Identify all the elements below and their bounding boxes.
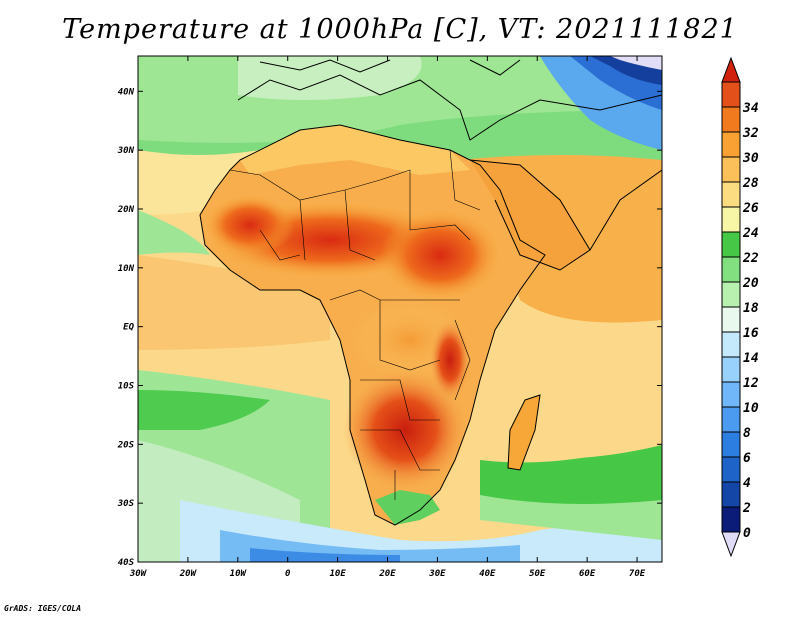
lon-tick-label: 0 <box>285 569 291 579</box>
colorbar-segment <box>721 256 741 283</box>
colorbar-segment <box>721 431 741 458</box>
lon-tick-label: 20W <box>179 569 198 579</box>
colorbar-upper-arrow <box>721 56 741 83</box>
lon-tick-label: 30E <box>428 569 446 579</box>
lat-tick-label: 10S <box>118 381 135 391</box>
colorbar-label: 26 <box>742 201 759 216</box>
lon-tick-label: 60E <box>579 569 596 579</box>
colorbar-label: 10 <box>743 401 759 416</box>
axis-ticks <box>137 56 662 563</box>
colorbar-label: 14 <box>743 351 759 366</box>
colorbar-label: 28 <box>742 176 759 191</box>
colorbar-label: 4 <box>743 476 751 491</box>
colorbar-label: 22 <box>742 251 759 266</box>
colorbar-segment <box>721 81 741 108</box>
colorbar-label: 6 <box>743 451 751 466</box>
colorbar-segment <box>721 181 741 208</box>
grads-credit: GrADS: IGES/COLA <box>4 604 82 613</box>
colorbar <box>721 56 741 558</box>
colorbar-segment <box>721 456 741 483</box>
colorbar-label: 0 <box>743 526 751 541</box>
colorbar-label: 32 <box>742 126 759 141</box>
lat-tick-label: 30S <box>117 499 135 509</box>
temperature-field <box>138 56 662 562</box>
lat-tick-label: 20S <box>117 440 135 450</box>
colorbar-segment <box>721 306 741 333</box>
colorbar-label: 34 <box>742 101 759 116</box>
colorbar-label: 16 <box>743 326 759 341</box>
colorbar-segment <box>721 106 741 133</box>
lon-tick-label: 30W <box>129 569 148 579</box>
colorbar-segment <box>721 381 741 408</box>
country-borders <box>229 149 481 500</box>
colorbar-label: 20 <box>742 276 759 291</box>
colorbar-label: 12 <box>743 376 759 391</box>
colorbar-segment <box>721 131 741 158</box>
colorbar-segment <box>721 156 741 183</box>
lon-tick-label: 40E <box>479 569 496 579</box>
colorbar-segment <box>721 281 741 308</box>
colorbar-segment <box>721 406 741 433</box>
lon-tick-label: 10W <box>230 569 248 579</box>
colorbar-segment <box>721 356 741 383</box>
colorbar-label: 24 <box>742 226 759 241</box>
colorbar-label: 18 <box>743 301 759 316</box>
coastlines <box>199 59 662 526</box>
lat-tick-label: 40N <box>118 87 135 97</box>
colorbar-lower-arrow <box>721 531 741 558</box>
lon-tick-label: 20E <box>378 569 396 579</box>
map-title: Temperature at 1000hPa [C], VT: 20211118… <box>62 14 738 45</box>
lon-tick-label: 50E <box>529 569 546 579</box>
lat-tick-label: 20N <box>117 205 135 215</box>
colorbar-label: 2 <box>742 501 751 516</box>
lat-tick-label: 30N <box>117 146 135 156</box>
colorbar-label: 8 <box>743 426 751 441</box>
colorbar-segment <box>721 506 741 533</box>
colorbar-label: 30 <box>742 151 759 166</box>
lon-tick-label: 70E <box>629 569 646 579</box>
axis-labels: 30W 20W 10W 0 10E 20E 30E 40E 50E 60E 70E 40N 30N 20N… <box>117 87 646 579</box>
colorbar-segment <box>721 331 741 358</box>
colorbar-segment <box>721 481 741 508</box>
lat-tick-label: EQ <box>123 323 134 333</box>
map-frame <box>137 55 663 563</box>
lat-tick-label: 40S <box>118 558 135 568</box>
colorbar-segment <box>721 206 741 233</box>
colorbar-segment <box>721 231 741 258</box>
lat-tick-label: 10N <box>118 264 135 274</box>
lon-tick-label: 10E <box>329 569 346 579</box>
